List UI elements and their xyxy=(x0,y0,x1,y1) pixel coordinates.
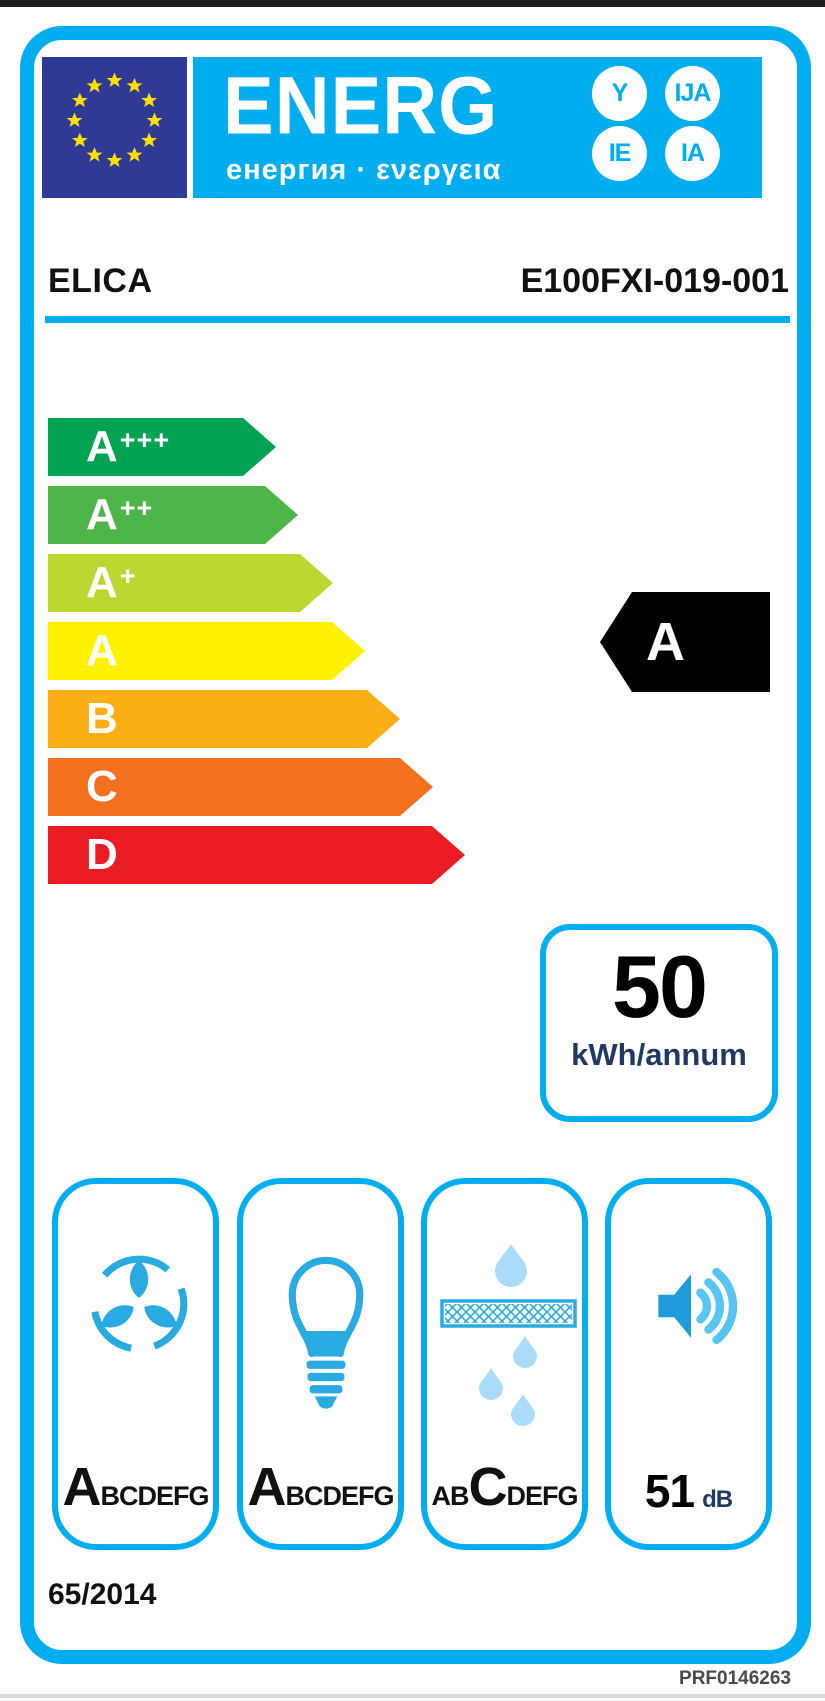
annual-energy-box: 50 kWh/annum xyxy=(540,924,778,1122)
language-badge-ie: IE xyxy=(592,126,647,181)
scale-arrow-a-plus-plus-plus: A +++ xyxy=(48,418,276,476)
scale-suffix: +++ xyxy=(119,424,171,455)
scale-arrow-d: D xyxy=(48,826,465,884)
scale-suffix: + xyxy=(119,560,137,591)
language-badge-ia: IA xyxy=(665,126,720,181)
scale-arrow-a-plus: A + xyxy=(48,554,333,612)
scale-arrow-a-plus-plus: A ++ xyxy=(48,486,298,544)
brand-name: ELICA xyxy=(48,262,153,300)
noise-level-box: 51 dB xyxy=(605,1178,772,1550)
annual-energy-unit: kWh/annum xyxy=(571,1036,747,1072)
fan-efficiency-grade: ABCDEFG xyxy=(62,1457,210,1517)
scale-grade: A xyxy=(86,558,118,607)
energ-logo-band: ENERG енергия · ενεργεια Y IJA IE IA xyxy=(193,57,762,198)
scale-grade: A xyxy=(86,422,118,471)
energ-wordmark: ENERG xyxy=(223,60,499,152)
scale-suffix: ++ xyxy=(119,492,154,523)
bulb-icon xyxy=(288,1256,364,1409)
language-badge-y: Y xyxy=(592,66,647,121)
scale-grade: C xyxy=(86,762,118,811)
noise-level-value: 51 dB xyxy=(644,1465,733,1517)
scale-grade: D xyxy=(86,830,118,879)
efficiency-scale: A +++ A ++ A + A B C D xyxy=(48,418,465,894)
assigned-class-letter: A xyxy=(646,612,685,672)
energ-subtext: енергия · ενεργεια xyxy=(226,154,502,186)
scale-arrow-c: C xyxy=(48,758,433,816)
scale-grade: A xyxy=(86,490,118,539)
scale-arrow-b: B xyxy=(48,690,400,748)
scale-arrow-a: A xyxy=(48,622,365,680)
reference-code: PRF0146263 xyxy=(679,1668,791,1689)
model-number: E100FXI-019-001 xyxy=(520,262,789,300)
regulation-number: 65/2014 xyxy=(48,1578,157,1611)
scale-grade: A xyxy=(86,626,118,675)
annual-energy-value: 50 xyxy=(612,937,708,1036)
lighting-efficiency-grade: ABCDEFG xyxy=(247,1457,395,1517)
grease-filtering-grade: ABCDEFG xyxy=(431,1457,578,1517)
brand-divider-rule xyxy=(45,316,790,323)
window-top-edge xyxy=(0,0,825,7)
grease-filter-icon xyxy=(440,1244,577,1426)
assigned-class-pointer: A xyxy=(600,592,770,692)
language-badge-ija: IJA xyxy=(665,66,720,121)
scale-grade: B xyxy=(86,694,118,743)
page-bottom-edge xyxy=(0,1694,825,1698)
fan-icon xyxy=(91,1255,188,1352)
speaker-icon xyxy=(658,1267,738,1345)
lighting-efficiency-box: ABCDEFG xyxy=(237,1178,404,1550)
fan-efficiency-box: ABCDEFG xyxy=(52,1178,219,1550)
eu-flag-icon xyxy=(42,57,187,198)
grease-filtering-box: ABCDEFG xyxy=(421,1178,588,1550)
